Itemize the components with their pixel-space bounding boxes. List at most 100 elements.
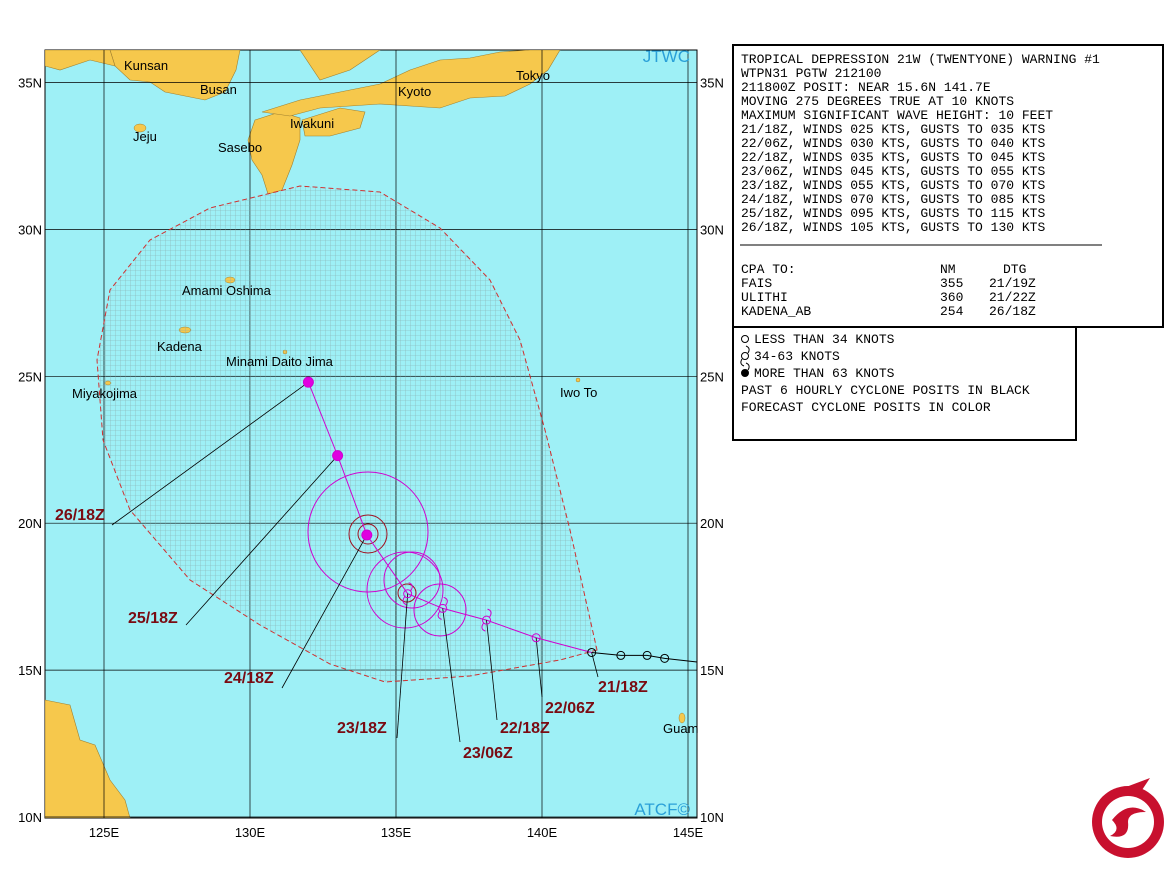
- cpa-site: FAIS: [741, 276, 772, 291]
- warning-line: TROPICAL DEPRESSION 21W (TWENTYONE) WARN…: [741, 52, 1100, 67]
- track: [111, 376, 698, 743]
- cpa-title: CPA TO:: [741, 262, 796, 277]
- leader-line: [185, 455, 338, 626]
- atcf-label: ATCF©: [634, 800, 690, 819]
- legend-entry: FORECAST CYCLONE POSITS IN COLOR: [741, 400, 991, 415]
- lon-label: 140E: [527, 825, 558, 840]
- lon-label: 125E: [89, 825, 120, 840]
- lat-label: 25N: [18, 369, 42, 384]
- danger-area: [96, 185, 598, 683]
- place-label: Jeju: [133, 129, 157, 144]
- place-label: Kunsan: [124, 58, 168, 73]
- leader-line: [535, 637, 543, 698]
- lat-label-right: 25N: [700, 369, 724, 384]
- jtwc-label: JTWC: [643, 47, 690, 66]
- lat-label: 35N: [18, 76, 42, 91]
- warning-line: 25/18Z, WINDS 095 KTS, GUSTS TO 115 KTS: [741, 206, 1045, 221]
- storm-hook: [402, 582, 413, 606]
- cpa-nm: 360: [940, 290, 963, 305]
- lat-label-right: 10N: [700, 810, 724, 825]
- warning-line: 26/18Z, WINDS 105 KTS, GUSTS TO 130 KTS: [741, 220, 1045, 235]
- legend-symbol: [741, 369, 749, 377]
- cpa-dtg: 21/22Z: [989, 290, 1036, 305]
- legend-entry: LESS THAN 34 KNOTS: [754, 332, 895, 347]
- place-label: Sasebo: [218, 140, 262, 155]
- cpa-dtg: 21/19Z: [989, 276, 1036, 291]
- lat-label-right: 15N: [700, 663, 724, 678]
- cpa-site: ULITHI: [741, 290, 788, 305]
- legend-symbol: [741, 335, 749, 343]
- warning-line: 21/18Z, WINDS 025 KTS, GUSTS TO 035 KTS: [741, 122, 1045, 137]
- leader-line: [486, 620, 498, 721]
- place-label: Busan: [200, 82, 237, 97]
- past-track: [591, 651, 698, 663]
- past-position: [660, 653, 670, 663]
- leader-line: [281, 534, 368, 689]
- warning-line: 22/06Z, WINDS 030 KTS, GUSTS TO 040 KTS: [741, 136, 1045, 151]
- storm-hook: [481, 608, 492, 632]
- warning-line: 211800Z POSIT: NEAR 15.6N 141.7E: [741, 80, 991, 95]
- forecast-label: 23/06Z: [463, 745, 513, 762]
- place-label: Kyoto: [398, 84, 431, 99]
- place-label: Iwakuni: [290, 116, 334, 131]
- lat-label: 15N: [18, 663, 42, 678]
- forecast-label: 21/18Z: [598, 679, 648, 696]
- forecast-label: 25/18Z: [128, 610, 178, 627]
- lat-label: 10N: [18, 810, 42, 825]
- legend-box: [732, 326, 1077, 441]
- lat-label: 20N: [18, 516, 42, 531]
- cpa-nm: 254: [940, 304, 964, 319]
- forecast-label: 22/06Z: [545, 700, 595, 717]
- place-label: Miyakojima: [72, 386, 138, 401]
- lat-label: 30N: [18, 222, 42, 237]
- legend-entry: 34-63 KNOTS: [754, 349, 840, 364]
- legend-symbol: [745, 362, 750, 371]
- lat-label-right: 30N: [700, 222, 724, 237]
- position: [361, 529, 373, 541]
- cpa-site: KADENA_AB: [741, 304, 811, 319]
- warning-line: WTPN31 PGTW 212100: [741, 66, 881, 81]
- warning-line: 23/18Z, WINDS 055 KTS, GUSTS TO 070 KTS: [741, 178, 1045, 193]
- warning-line: 23/06Z, WINDS 045 KTS, GUSTS TO 055 KTS: [741, 164, 1045, 179]
- place-label: Tokyo: [516, 68, 550, 83]
- cpa-dtg-head: DTG: [1003, 262, 1026, 277]
- cpa-dtg: 26/18Z: [989, 304, 1036, 319]
- warning-line: MAXIMUM SIGNIFICANT WAVE HEIGHT: 10 FEET: [741, 108, 1053, 123]
- leader-line: [442, 608, 461, 743]
- storm-hook: [437, 596, 448, 620]
- position: [438, 603, 448, 613]
- cpa-nm: 355: [940, 276, 963, 291]
- forecast-label: 26/18Z: [55, 507, 105, 524]
- leader-line: [111, 381, 309, 526]
- past-position: [642, 650, 652, 660]
- legend-entry: MORE THAN 63 KNOTS: [754, 366, 895, 381]
- jtwc-logo: [1092, 778, 1164, 858]
- legend-symbol: [741, 352, 749, 360]
- lon-label: 130E: [235, 825, 266, 840]
- warning-line: 24/18Z, WINDS 070 KTS, GUSTS TO 085 KTS: [741, 192, 1045, 207]
- place-label: Minami Daito Jima: [226, 354, 334, 369]
- place-label: Amami Oshima: [182, 283, 272, 298]
- forecast-track: [307, 381, 592, 653]
- warning-line: 22/18Z, WINDS 035 KTS, GUSTS TO 045 KTS: [741, 150, 1045, 165]
- leader-line: [396, 593, 409, 739]
- position: [531, 633, 541, 643]
- legend-entry: PAST 6 HOURLY CYCLONE POSITS IN BLACK: [741, 383, 1030, 398]
- forecast-label: 23/18Z: [337, 720, 387, 737]
- position: [587, 647, 597, 657]
- lon-label: 135E: [381, 825, 412, 840]
- position: [403, 589, 413, 599]
- warning-line: MOVING 275 DEGREES TRUE AT 10 KNOTS: [741, 94, 1014, 109]
- lon-label: 145E: [673, 825, 704, 840]
- lat-label-right: 20N: [700, 516, 724, 531]
- place-label: Kadena: [157, 339, 203, 354]
- place-label: Iwo To: [560, 385, 597, 400]
- position: [302, 376, 314, 388]
- forecast-label: 24/18Z: [224, 670, 274, 687]
- cpa-nm-head: NM: [940, 262, 956, 277]
- lat-label-right: 35N: [700, 76, 724, 91]
- place-label: Guam: [663, 721, 698, 736]
- position: [332, 450, 344, 462]
